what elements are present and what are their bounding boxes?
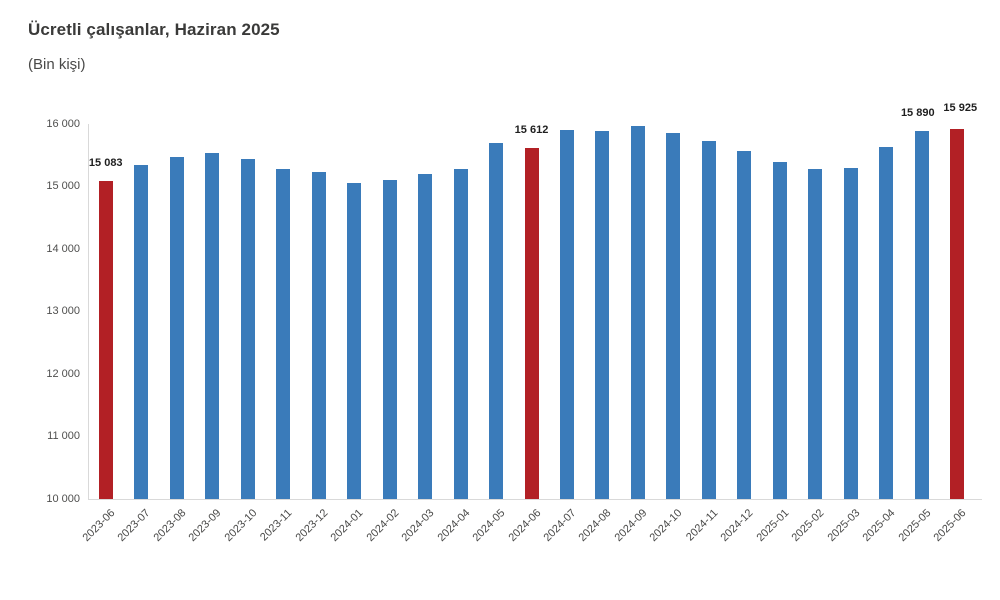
bar-2023-11[interactable] xyxy=(276,169,291,499)
x-tick-label-2024-05: 2024-05 xyxy=(470,507,508,545)
data-label-2025-05: 15 890 xyxy=(900,106,935,119)
bar-2025-01[interactable] xyxy=(772,161,787,499)
x-tick-label-2025-01: 2025-01 xyxy=(754,507,792,545)
y-tick-label: 15 000 xyxy=(46,180,80,192)
bar-2025-03[interactable] xyxy=(843,167,858,499)
bar-2023-09[interactable] xyxy=(205,152,220,499)
bar-2024-01[interactable] xyxy=(347,182,362,499)
bar-2024-07[interactable] xyxy=(559,129,574,499)
chart-subtitle: (Bin kişi) xyxy=(28,56,86,73)
x-tick-label-2024-12: 2024-12 xyxy=(718,507,756,545)
x-tick-label-2023-08: 2023-08 xyxy=(151,507,189,545)
chart-title: Ücretli çalışanlar, Haziran 2025 xyxy=(28,20,280,39)
bar-2023-06[interactable] xyxy=(98,181,113,499)
x-tick-label-2024-11: 2024-11 xyxy=(683,507,721,544)
y-tick-label: 10 000 xyxy=(46,492,80,505)
x-tick-label-2025-05: 2025-05 xyxy=(896,507,934,545)
y-tick-label: 16 000 xyxy=(46,117,80,130)
x-tick-label-2025-06: 2025-06 xyxy=(931,507,969,545)
y-tick-label: 11 000 xyxy=(47,430,80,442)
x-tick-label-2023-09: 2023-09 xyxy=(186,507,224,545)
x-tick-label-2024-01: 2024-01 xyxy=(328,507,366,545)
x-tick-label-2025-02: 2025-02 xyxy=(789,507,827,545)
bar-2024-06[interactable] xyxy=(524,148,539,499)
x-tick-label-2024-04: 2024-04 xyxy=(434,507,473,545)
bar-2025-04[interactable] xyxy=(879,146,894,499)
data-label-2025-06: 15 925 xyxy=(943,101,978,114)
bar-2024-09[interactable] xyxy=(630,125,645,499)
bar-2024-10[interactable] xyxy=(666,133,681,499)
x-tick-label-2024-09: 2024-09 xyxy=(612,507,650,545)
x-tick-label-2023-12: 2023-12 xyxy=(293,507,331,545)
bar-2024-11[interactable] xyxy=(701,140,716,499)
bar-2023-07[interactable] xyxy=(134,164,149,499)
x-tick-label-2024-02: 2024-02 xyxy=(364,507,402,545)
data-label-2024-06: 15 612 xyxy=(514,124,549,137)
bar-2024-04[interactable] xyxy=(453,169,468,499)
x-tick-label-2024-07: 2024-07 xyxy=(541,507,579,545)
bar-2023-12[interactable] xyxy=(311,172,326,499)
bar-2024-12[interactable] xyxy=(737,150,752,499)
bar-2024-03[interactable] xyxy=(418,173,433,499)
x-tick-label-2024-03: 2024-03 xyxy=(399,507,437,545)
bar-2024-08[interactable] xyxy=(595,130,610,499)
x-axis-line xyxy=(88,499,982,500)
y-axis-line xyxy=(88,124,89,499)
bar-2023-10[interactable] xyxy=(240,159,255,499)
x-tick-label-2024-10: 2024-10 xyxy=(647,507,685,545)
bar-2024-02[interactable] xyxy=(382,180,397,499)
x-tick-label-2023-11: 2023-11 xyxy=(258,507,295,544)
x-tick-label-2025-04: 2025-04 xyxy=(860,507,898,545)
bar-2025-02[interactable] xyxy=(808,169,823,499)
data-label-2023-06: 15 083 xyxy=(88,157,123,170)
x-tick-label-2023-06: 2023-06 xyxy=(80,507,118,545)
bar-2025-05[interactable] xyxy=(914,130,929,499)
bar-2024-05[interactable] xyxy=(489,143,504,499)
x-tick-label-2023-07: 2023-07 xyxy=(115,507,153,545)
x-tick-label-2023-10: 2023-10 xyxy=(222,507,260,545)
x-tick-label-2025-03: 2025-03 xyxy=(825,507,863,545)
y-tick-label: 14 000 xyxy=(46,242,80,255)
y-tick-label: 13 000 xyxy=(46,305,80,317)
x-tick-label-2024-08: 2024-08 xyxy=(576,507,614,545)
bar-2025-06[interactable] xyxy=(950,128,965,499)
bar-2023-08[interactable] xyxy=(169,157,184,499)
x-tick-label-2024-06: 2024-06 xyxy=(505,507,543,545)
y-tick-label: 12 000 xyxy=(46,367,80,380)
